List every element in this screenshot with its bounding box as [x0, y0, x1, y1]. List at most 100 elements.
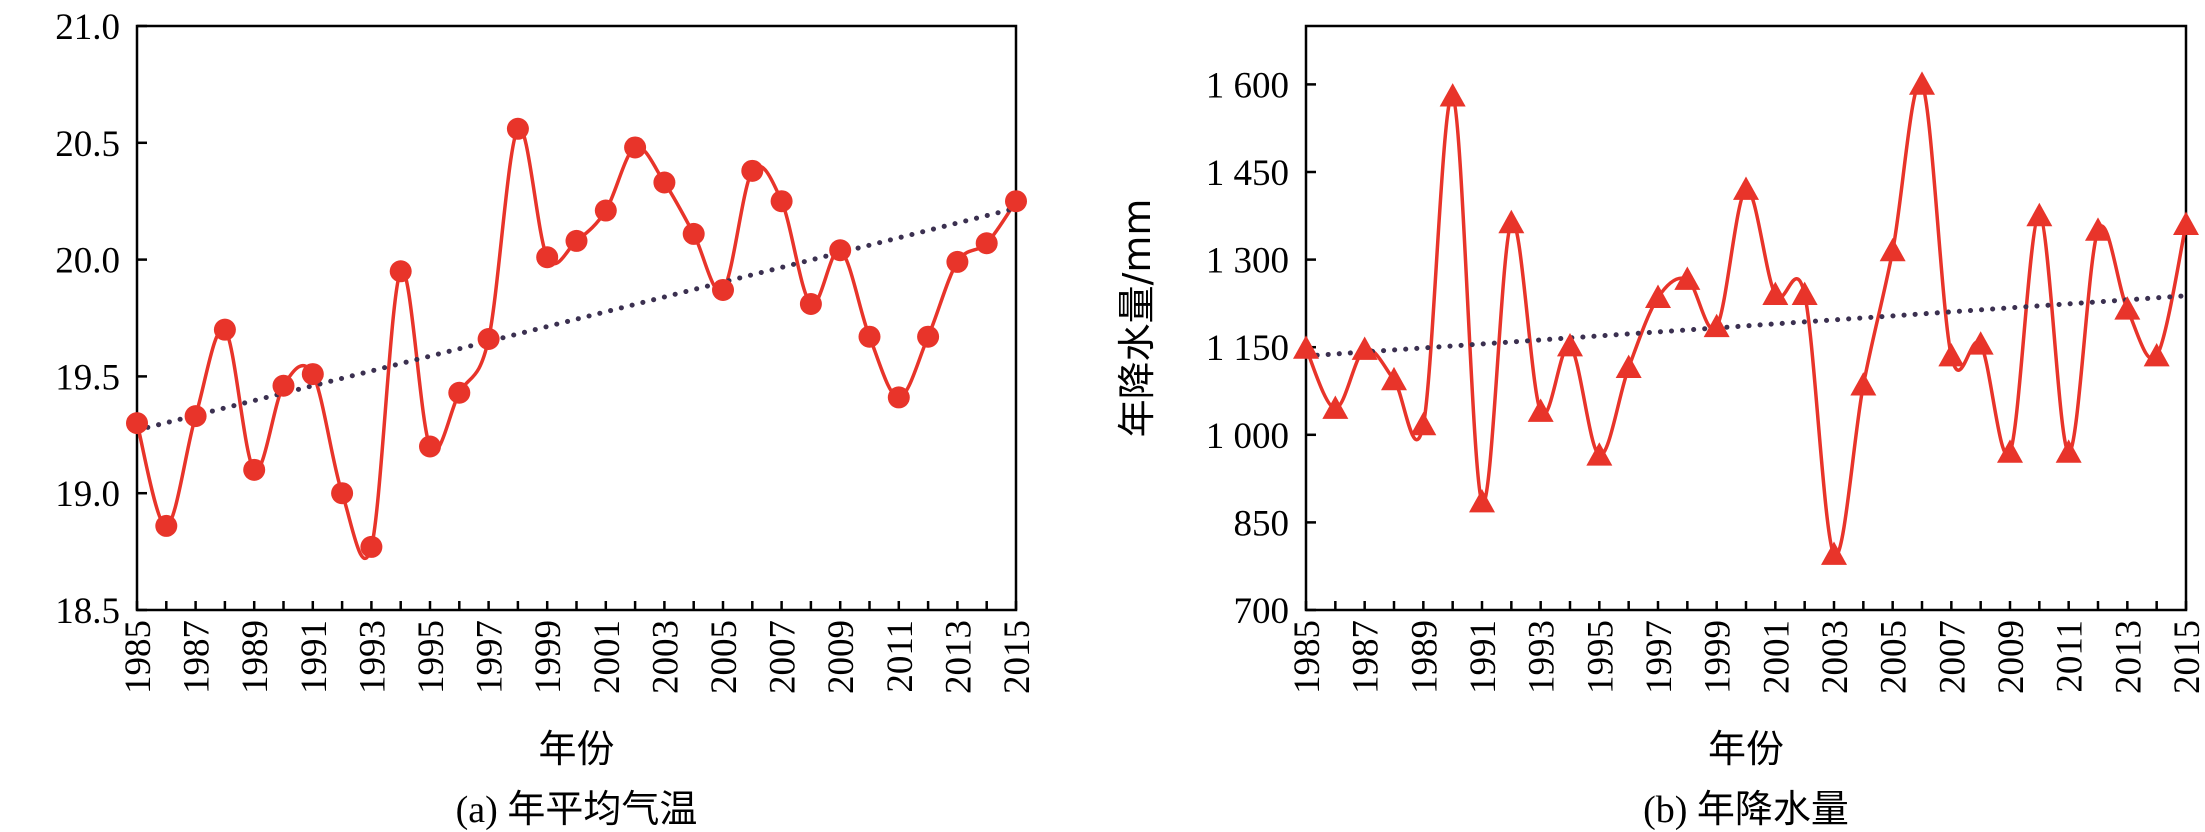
data-point: [741, 159, 764, 182]
data-point: [360, 535, 383, 558]
data-point: [1410, 411, 1437, 436]
x-tick-label: 1989: [1404, 620, 1445, 694]
x-tick-label: 2003: [645, 620, 686, 694]
data-point: [1381, 366, 1407, 391]
x-tick-label: 2011: [880, 620, 921, 693]
x-tick-label: 2005: [1874, 620, 1915, 694]
x-tick-label: 1991: [294, 620, 335, 694]
panel-caption: (b) 年降水量: [1643, 789, 1849, 831]
data-point: [1469, 488, 1495, 513]
data-point: [506, 117, 529, 140]
data-point: [2173, 211, 2199, 235]
y-tick-label: 21.0: [55, 7, 120, 48]
x-tick-label: 2009: [821, 620, 862, 694]
series-line: [1304, 81, 2188, 558]
x-tick-label: 2009: [1991, 620, 2032, 694]
data-point: [624, 136, 647, 159]
data-point: [301, 363, 324, 386]
x-axis-title: 年份: [1708, 727, 1784, 771]
x-tick-label: 2007: [763, 620, 804, 694]
data-point: [1703, 313, 1730, 338]
trend-line: [134, 205, 1019, 433]
x-tick-label: 2013: [2108, 620, 2149, 694]
data-point: [1322, 395, 1349, 419]
y-tick-label: 1 450: [1206, 153, 1289, 194]
data-point: [594, 199, 617, 222]
data-point: [1938, 342, 1965, 367]
data-point: [1557, 333, 1583, 357]
y-tick-label: 19.0: [55, 474, 120, 515]
x-tick-label: 1987: [177, 620, 218, 694]
y-tick-label: 20.0: [55, 241, 120, 282]
y-tick-label: 19.5: [55, 357, 120, 398]
x-tick-label: 1987: [1346, 620, 1387, 694]
data-point: [1821, 541, 1847, 565]
data-point: [2114, 296, 2141, 320]
data-point: [565, 229, 588, 252]
data-point: [1351, 336, 1378, 360]
x-tick-label: 1999: [1698, 620, 1739, 694]
data-point: [887, 386, 910, 409]
y-tick-label: 850: [1234, 503, 1290, 544]
data-point: [682, 222, 705, 245]
data-point: [477, 328, 500, 351]
data-point: [653, 171, 676, 194]
y-tick-label: 20.5: [55, 124, 120, 165]
data-point: [946, 250, 969, 273]
y-tick-label: 700: [1234, 591, 1290, 632]
data-point: [1645, 284, 1671, 308]
data-point: [917, 325, 940, 348]
data-point: [2026, 202, 2053, 227]
x-tick-label: 1997: [1639, 620, 1680, 694]
x-axis-title: 年份: [538, 727, 614, 771]
data-point: [1997, 439, 2023, 463]
data-point: [1791, 281, 1818, 306]
data-point: [770, 190, 793, 213]
data-point: [213, 318, 236, 341]
y-tick-label: 1 150: [1206, 328, 1289, 369]
data-point: [712, 278, 734, 301]
x-tick-label: 1991: [1463, 620, 1504, 694]
data-point: [1615, 354, 1642, 379]
data-point: [799, 292, 822, 315]
data-point: [536, 246, 559, 269]
data-point: [1733, 176, 1759, 200]
data-point: [331, 482, 354, 505]
x-tick-label: 1995: [411, 620, 452, 694]
y-tick-label: 1 600: [1206, 65, 1289, 106]
y-tick-label: 1 000: [1206, 416, 1289, 457]
data-point: [1293, 335, 1319, 359]
x-tick-label: 2007: [1932, 620, 1973, 694]
data-point: [1850, 372, 1877, 396]
x-tick-label: 1999: [528, 620, 569, 694]
data-point: [1762, 281, 1789, 306]
data-point: [243, 458, 266, 481]
data-point: [1879, 237, 1906, 262]
x-tick-label: 2015: [2167, 620, 2205, 694]
data-point: [2055, 439, 2082, 463]
x-tick-label: 2015: [997, 620, 1038, 694]
data-point: [1005, 190, 1027, 213]
x-tick-label: 1985: [118, 620, 159, 694]
y-tick-label: 18.5: [55, 591, 120, 632]
y-tick-label: 1 300: [1206, 241, 1289, 282]
x-tick-label: 1989: [235, 620, 276, 694]
data-point: [272, 374, 295, 397]
panel-b-precipitation: 700 850 1 000 1 150 1 300 1 450 1 600 1985 1987 1…: [1115, 24, 2205, 831]
data-point: [1439, 83, 1466, 107]
data-point: [126, 412, 148, 435]
data-point: [829, 239, 852, 262]
data-point: [2143, 342, 2170, 367]
x-tick-label: 2003: [1815, 620, 1856, 694]
trend-line: [1303, 293, 2189, 359]
data-point: [389, 260, 412, 283]
data-point: [1909, 71, 1935, 95]
y-axis-title: 年降水量/mm: [1115, 199, 1159, 438]
data-point: [1527, 398, 1554, 422]
x-tick-label: 1985: [1287, 620, 1328, 694]
data-point: [975, 232, 998, 255]
data-point: [1674, 266, 1701, 290]
data-point: [1967, 331, 1994, 355]
x-tick-label: 1997: [470, 620, 511, 694]
